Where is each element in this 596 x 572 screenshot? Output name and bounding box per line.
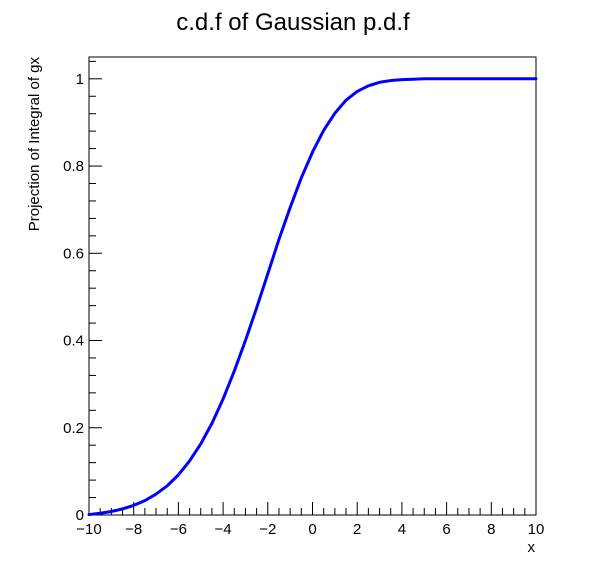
series-layer	[87, 77, 538, 517]
y-tick-label: 0.8	[63, 158, 84, 175]
y-tick-label: 0.6	[63, 245, 84, 262]
x-tick-label: −2	[259, 521, 276, 538]
tick-labels: −10 −8 −6 −4 −2 0 2 4 6 8 10 0 0.2 0.4 0.6 0.8 1	[63, 71, 544, 538]
y-tick-label: 0.2	[63, 420, 84, 437]
x-tick-label: 4	[398, 521, 406, 538]
x-tick-label: −8	[125, 521, 142, 538]
y-axis-label: Projection of Integral of gx	[26, 57, 43, 232]
x-tick-label: 10	[528, 521, 545, 538]
x-tick-label: 2	[353, 521, 361, 538]
y-tick-label: 1	[76, 71, 84, 88]
x-tick-label: 0	[308, 521, 316, 538]
x-tick-label: 6	[442, 521, 450, 538]
plot-frame	[88, 56, 537, 516]
x-tick-label: −4	[215, 521, 232, 538]
axis-ticks	[88, 60, 537, 516]
x-axis-label: x	[528, 539, 536, 556]
x-tick-label: −6	[170, 521, 187, 538]
y-tick-label: 0	[76, 507, 84, 524]
x-tick-label: 8	[487, 521, 495, 538]
y-tick-label: 0.4	[63, 333, 84, 350]
chart-title: c.d.f of Gaussian p.d.f	[176, 9, 410, 36]
x-tick-label: −10	[76, 521, 101, 538]
cdf-line	[87, 77, 538, 517]
